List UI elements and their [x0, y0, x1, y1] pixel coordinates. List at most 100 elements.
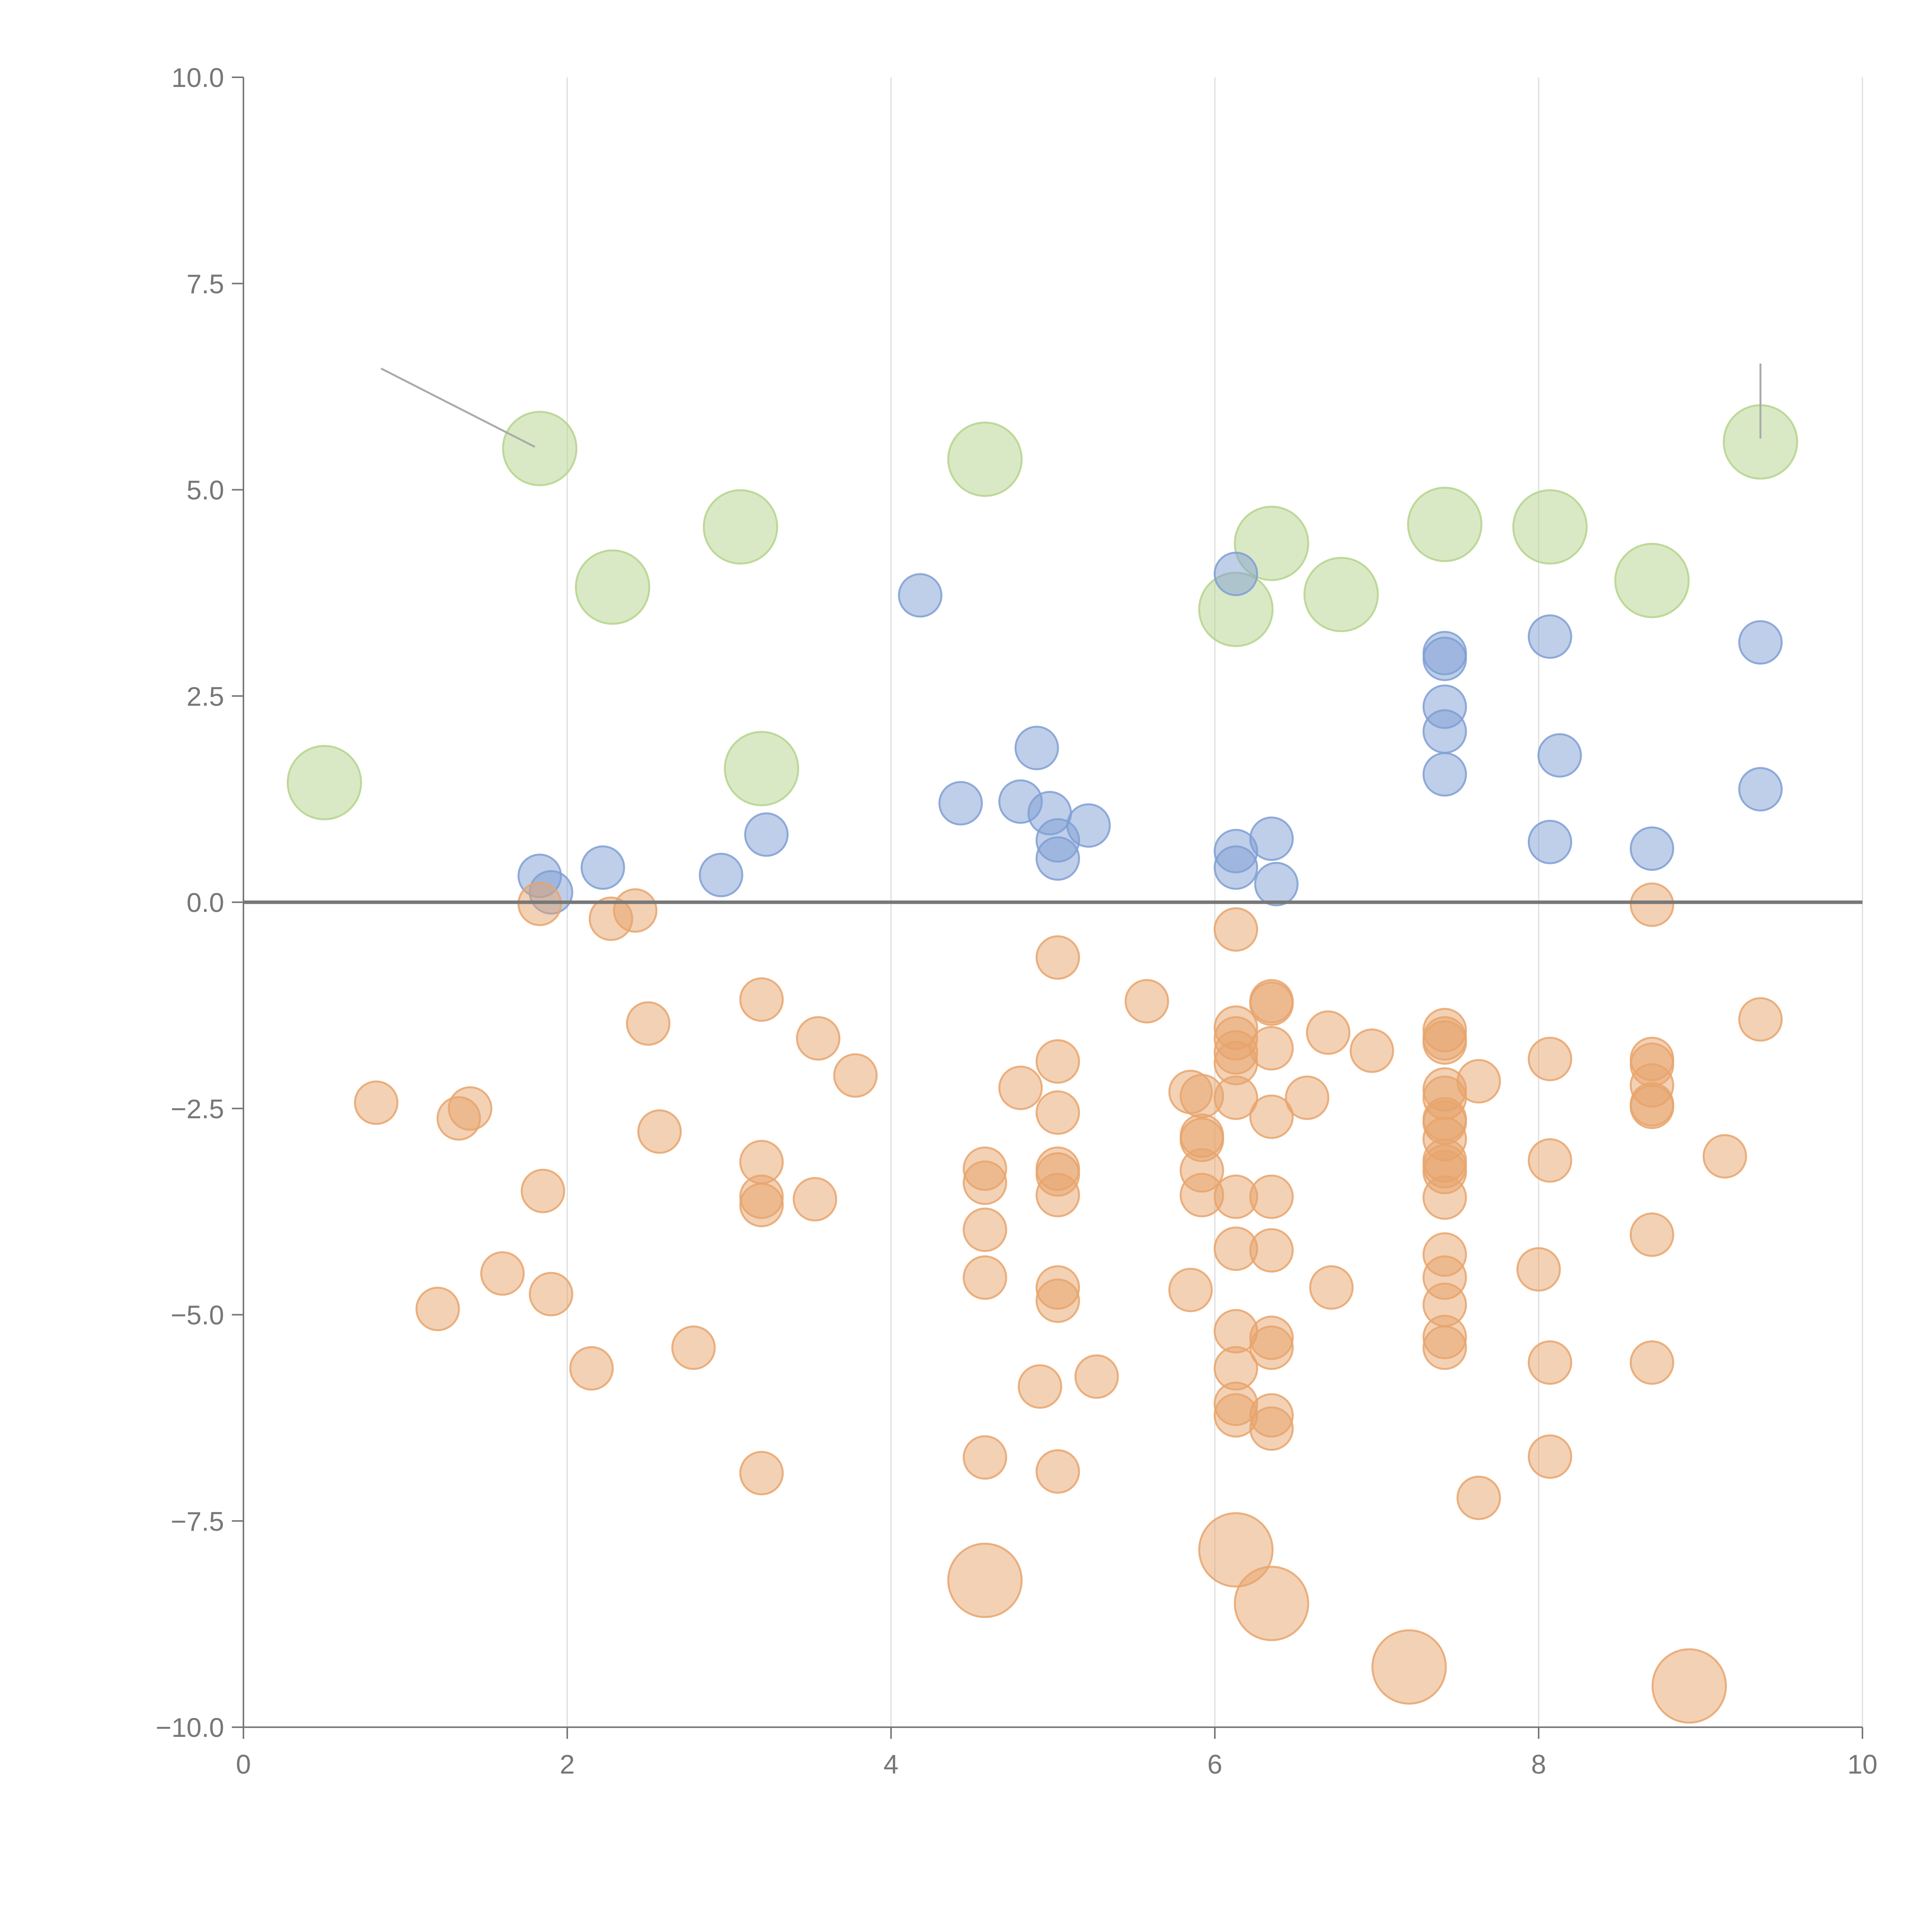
- data-point-orange-2-70: [1306, 1010, 1350, 1055]
- data-point-blue-1-3: [699, 853, 743, 898]
- data-point-orange-2-97: [1629, 882, 1674, 927]
- data-point-orange-2-71: [1309, 1265, 1354, 1310]
- x-tick-label-2: 4: [884, 1749, 899, 1779]
- y-tick-label-6: −5.0: [171, 1300, 224, 1330]
- data-point-orange-2-38: [1036, 1449, 1080, 1494]
- data-point-blue-1-4: [744, 812, 789, 857]
- data-point-blue-1-17: [1254, 862, 1299, 906]
- data-point-orange-2-19: [739, 1183, 784, 1228]
- data-point-orange-2-94: [1527, 1138, 1572, 1183]
- data-point-orange-2-37: [1074, 1354, 1119, 1399]
- data-point-blue-1-15: [1213, 845, 1258, 890]
- data-point-orange-2-47: [1213, 907, 1258, 952]
- y-tick-label-8: −10.0: [156, 1713, 224, 1743]
- data-point-orange-2-39: [1124, 979, 1169, 1024]
- data-point-blue-1-27: [1738, 620, 1783, 665]
- data-point-orange-2-93: [1527, 1037, 1572, 1082]
- data-point-orange-2-30: [1036, 1090, 1080, 1135]
- data-point-orange-2-90: [1456, 1059, 1501, 1104]
- data-point-green-0-9: [1407, 486, 1483, 562]
- data-point-orange-2-75: [1422, 1020, 1467, 1065]
- data-point-orange-2-91: [1456, 1475, 1501, 1520]
- data-point-orange-2-52: [1213, 1075, 1258, 1120]
- data-point-orange-2-104: [1629, 1340, 1674, 1385]
- data-point-orange-3-0: [947, 1543, 1023, 1618]
- data-point-orange-2-27: [998, 1065, 1043, 1110]
- data-point-orange-2-20: [793, 1177, 837, 1222]
- data-point-orange-2-15: [796, 1016, 840, 1061]
- data-point-orange-2-33: [1036, 1173, 1080, 1218]
- data-point-orange-2-69: [1285, 1075, 1330, 1120]
- data-point-orange-2-36: [1017, 1364, 1062, 1409]
- data-point-orange-2-72: [1349, 1028, 1394, 1073]
- data-point-orange-2-24: [963, 1208, 1007, 1252]
- data-point-orange-2-62: [1249, 1094, 1294, 1139]
- data-point-blue-1-24: [1537, 733, 1582, 778]
- data-point-orange-3-1: [1198, 1512, 1274, 1588]
- data-point-orange-2-68: [1249, 1406, 1294, 1451]
- data-point-green-0-8: [1303, 557, 1379, 633]
- x-tick-label-4: 8: [1531, 1749, 1546, 1779]
- bubble-layer: [287, 404, 1798, 1724]
- y-tick-label-5: −2.5: [171, 1094, 224, 1124]
- data-point-orange-2-3: [354, 1080, 399, 1125]
- data-point-orange-2-8: [637, 1109, 682, 1154]
- data-point-blue-1-6: [938, 781, 983, 826]
- data-point-orange-2-7: [626, 1001, 670, 1046]
- data-point-orange-2-92: [1516, 1247, 1561, 1292]
- data-point-orange-2-105: [1702, 1134, 1747, 1179]
- x-tick-label-3: 6: [1208, 1749, 1223, 1779]
- data-point-green-0-0: [287, 745, 362, 820]
- data-point-green-0-10: [1512, 489, 1588, 565]
- y-tick-label-1: 7.5: [187, 269, 224, 299]
- data-point-orange-2-21: [739, 1451, 784, 1495]
- data-point-blue-1-5: [898, 573, 942, 618]
- data-point-orange-2-61: [1249, 1026, 1294, 1071]
- data-point-orange-2-95: [1527, 1340, 1572, 1385]
- data-point-blue-1-11: [1036, 836, 1080, 881]
- data-point-blue-1-2: [580, 845, 625, 890]
- data-point-orange-2-13: [671, 1325, 716, 1370]
- data-point-green-0-4: [724, 731, 799, 806]
- data-point-orange-2-106: [1738, 997, 1783, 1042]
- data-point-orange-2-2: [613, 888, 658, 933]
- data-point-orange-2-102: [1629, 1084, 1674, 1129]
- data-point-orange-2-96: [1527, 1434, 1572, 1479]
- data-point-orange-2-9: [480, 1251, 525, 1296]
- x-tick-label-5: 10: [1847, 1749, 1878, 1779]
- data-point-green-0-11: [1614, 543, 1690, 618]
- y-tick-label-3: 2.5: [187, 681, 224, 711]
- data-point-blue-1-22: [1422, 752, 1467, 797]
- data-point-blue-1-13: [1213, 551, 1258, 596]
- y-tick-label-4: 0.0: [187, 888, 224, 918]
- data-point-orange-2-66: [1249, 1325, 1294, 1370]
- y-tick-label-0: 10.0: [172, 63, 224, 93]
- data-point-blue-1-16: [1249, 816, 1294, 861]
- data-point-green-0-3: [702, 489, 778, 565]
- data-point-orange-2-16: [833, 1053, 878, 1098]
- data-point-orange-2-12: [569, 1346, 614, 1391]
- data-point-blue-1-8: [1014, 726, 1059, 770]
- data-point-orange-2-29: [1036, 1039, 1080, 1084]
- x-tick-label-1: 2: [560, 1749, 575, 1779]
- data-point-blue-1-21: [1422, 709, 1467, 754]
- data-point-orange-2-6: [520, 1168, 565, 1213]
- leader-line-0: [381, 367, 536, 448]
- data-point-orange-2-63: [1249, 1174, 1294, 1219]
- data-point-orange-3-2: [1234, 1566, 1310, 1641]
- data-point-green-0-1: [502, 411, 578, 486]
- data-point-orange-2-60: [1249, 981, 1294, 1026]
- data-point-green-0-5: [947, 422, 1023, 497]
- leader-line-layer: [381, 363, 1762, 448]
- data-point-orange-2-5: [448, 1086, 493, 1131]
- x-tick-label-0: 0: [236, 1749, 251, 1779]
- data-point-blue-1-25: [1527, 820, 1572, 864]
- data-point-blue-1-26: [1629, 826, 1674, 871]
- data-point-orange-2-23: [963, 1160, 1007, 1205]
- y-tick-label-7: −7.5: [171, 1506, 224, 1536]
- data-point-orange-3-4: [1651, 1648, 1727, 1724]
- data-point-blue-1-23: [1527, 614, 1572, 659]
- data-point-orange-2-11: [415, 1287, 460, 1332]
